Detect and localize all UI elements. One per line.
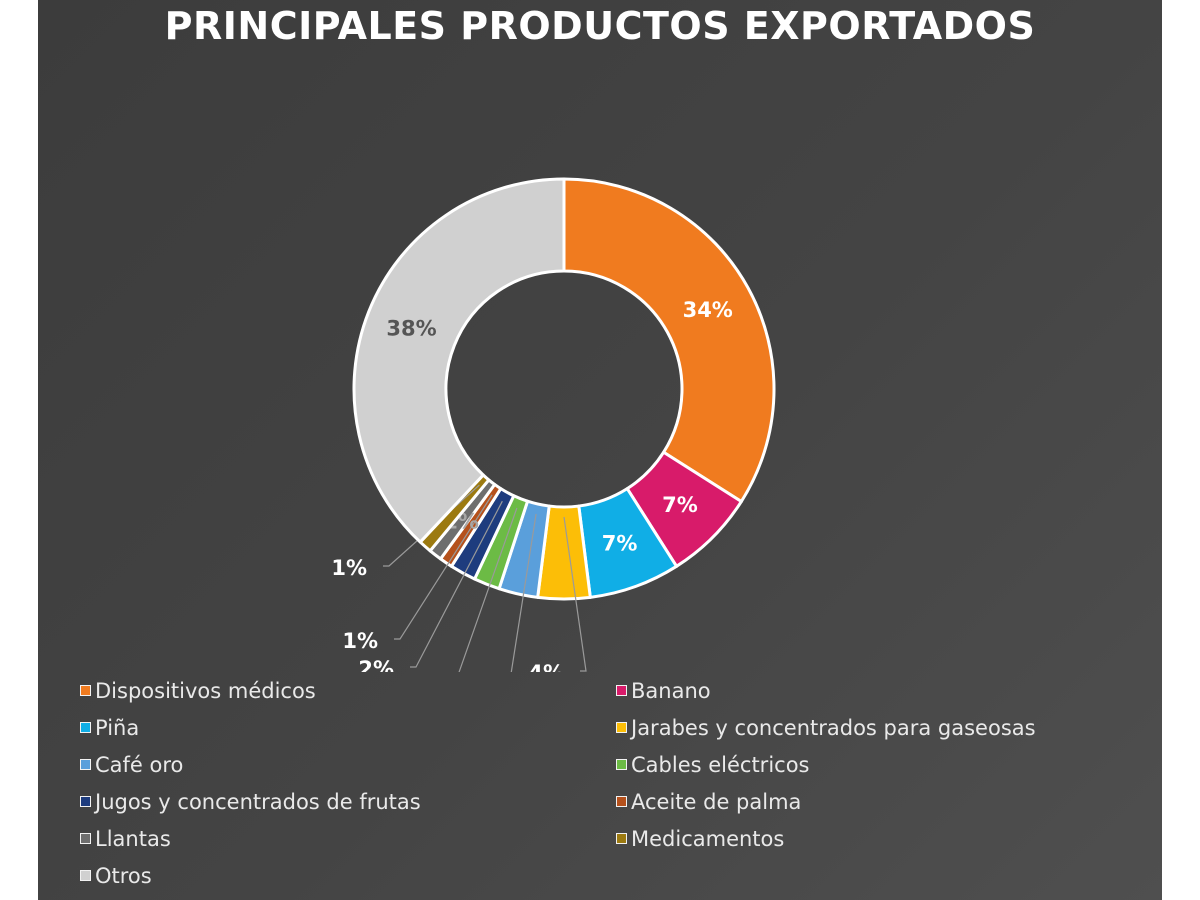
legend-label: Medicamentos: [631, 826, 785, 851]
legend-item: Aceite de palma: [616, 783, 1146, 820]
legend-item: Jarabes y concentrados para gaseosas: [616, 709, 1146, 746]
leader-line-cables-electricos: [458, 507, 518, 672]
donut-chart: 34%7%7%4%3%2%2%1%1%1%38%: [331, 177, 776, 672]
legend-label: Cables eléctricos: [631, 752, 810, 777]
data-label-medicamentos: 1%: [331, 556, 367, 580]
legend-label: Café oro: [95, 752, 184, 777]
data-label-pina: 7%: [602, 531, 638, 555]
data-label-otros: 38%: [386, 317, 436, 341]
legend-item: Jugos y concentrados de frutas: [80, 783, 616, 820]
legend-item: Banano: [616, 672, 1146, 709]
legend-swatch: [80, 722, 91, 733]
legend-item: Piña: [80, 709, 616, 746]
legend-item: Llantas: [80, 820, 616, 857]
legend-label: Dispositivos médicos: [95, 678, 316, 703]
data-label-dispositivos-medicos: 34%: [683, 298, 733, 322]
leader-line-aceite-de-palma: [394, 494, 493, 640]
legend-swatch: [80, 870, 91, 881]
legend-swatch: [616, 833, 627, 844]
legend-label: Llantas: [95, 826, 171, 851]
legend-swatch: [80, 759, 91, 770]
legend-swatch: [80, 685, 91, 696]
legend-label: Jugos y concentrados de frutas: [95, 789, 421, 814]
leader-line-cafe-oro: [510, 513, 537, 672]
slice-otros: [352, 177, 566, 544]
data-label-aceite-de-palma: 1%: [342, 629, 378, 653]
chart-legend: Dispositivos médicos Banano Piña Jarabes y …: [80, 672, 1140, 894]
legend-label: Aceite de palma: [631, 789, 802, 814]
data-label-jarabes-y-concentrados-para-gaseosas: 4%: [528, 661, 564, 672]
chart-panel: PRINCIPALES PRODUCTOS EXPORTADOS 34% 7% 7%…: [38, 0, 1162, 900]
slice-dispositivos-medicos: [562, 177, 776, 504]
legend-label: Banano: [631, 678, 711, 703]
legend-item: Dispositivos médicos: [80, 672, 616, 709]
legend-label: Jarabes y concentrados para gaseosas: [631, 715, 1036, 740]
legend-swatch: [616, 685, 627, 696]
legend-swatch: [80, 833, 91, 844]
legend-swatch: [616, 722, 627, 733]
legend-item: Otros: [80, 857, 616, 894]
legend-swatch: [616, 796, 627, 807]
legend-swatch: [80, 796, 91, 807]
chart-title: PRINCIPALES PRODUCTOS EXPORTADOS: [164, 4, 1036, 48]
leader-line-jarabes-y-concentrados-para-gaseosas: [563, 516, 587, 672]
legend-item: Cables eléctricos: [616, 746, 1146, 783]
legend-swatch: [616, 759, 627, 770]
legend-label: Otros: [95, 863, 152, 888]
leader-line-jugos-y-concentrados-de-frutas: [410, 500, 503, 668]
legend-label: Piña: [95, 715, 140, 740]
data-label-jugos-y-concentrados-de-frutas: 2%: [358, 657, 394, 672]
legend-item: Medicamentos: [616, 820, 1146, 857]
data-label-banano: 7%: [662, 493, 698, 517]
legend-item: Café oro: [80, 746, 616, 783]
